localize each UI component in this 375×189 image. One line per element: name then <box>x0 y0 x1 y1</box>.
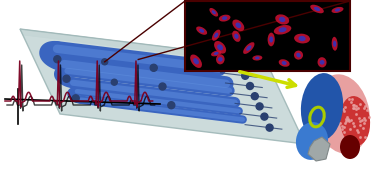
Ellipse shape <box>294 34 310 43</box>
Ellipse shape <box>279 27 286 32</box>
Ellipse shape <box>214 41 226 54</box>
Ellipse shape <box>212 30 220 41</box>
Polygon shape <box>20 29 305 144</box>
Ellipse shape <box>246 45 252 51</box>
Ellipse shape <box>294 51 303 60</box>
Ellipse shape <box>279 17 285 22</box>
Ellipse shape <box>199 29 204 33</box>
Ellipse shape <box>340 96 370 146</box>
Ellipse shape <box>332 37 338 51</box>
Circle shape <box>72 95 79 102</box>
Ellipse shape <box>190 54 202 68</box>
Ellipse shape <box>296 122 328 160</box>
Polygon shape <box>308 137 330 161</box>
Ellipse shape <box>340 135 360 159</box>
Ellipse shape <box>298 36 306 41</box>
Ellipse shape <box>216 54 225 64</box>
Ellipse shape <box>314 74 370 154</box>
Ellipse shape <box>243 42 255 54</box>
Ellipse shape <box>211 50 222 56</box>
Ellipse shape <box>318 57 327 67</box>
Ellipse shape <box>212 10 216 14</box>
Ellipse shape <box>232 19 244 31</box>
Ellipse shape <box>236 22 241 28</box>
Circle shape <box>256 103 263 110</box>
Ellipse shape <box>196 26 207 35</box>
Ellipse shape <box>274 25 291 35</box>
Ellipse shape <box>320 60 324 65</box>
Ellipse shape <box>214 33 218 38</box>
Ellipse shape <box>209 8 218 17</box>
Ellipse shape <box>222 16 227 20</box>
Circle shape <box>168 102 175 109</box>
Ellipse shape <box>275 14 289 25</box>
Ellipse shape <box>268 33 275 46</box>
Ellipse shape <box>255 57 260 59</box>
Ellipse shape <box>301 73 343 141</box>
Circle shape <box>150 64 157 71</box>
Circle shape <box>159 83 166 90</box>
Circle shape <box>261 113 268 120</box>
Polygon shape <box>20 29 268 65</box>
Ellipse shape <box>219 15 231 22</box>
Circle shape <box>151 65 157 71</box>
Ellipse shape <box>279 59 290 67</box>
Ellipse shape <box>335 8 340 12</box>
Circle shape <box>246 83 254 90</box>
Circle shape <box>54 56 61 63</box>
Circle shape <box>242 72 249 79</box>
Bar <box>185 1 350 71</box>
Circle shape <box>111 79 117 85</box>
Ellipse shape <box>269 36 273 43</box>
Ellipse shape <box>232 31 241 42</box>
Ellipse shape <box>296 53 301 57</box>
Ellipse shape <box>234 34 238 39</box>
Ellipse shape <box>332 7 344 13</box>
Ellipse shape <box>193 58 199 64</box>
Circle shape <box>102 59 108 65</box>
Ellipse shape <box>217 44 223 50</box>
Circle shape <box>266 124 273 131</box>
Ellipse shape <box>282 61 286 65</box>
Ellipse shape <box>218 57 223 62</box>
Ellipse shape <box>252 55 262 60</box>
Ellipse shape <box>314 7 320 11</box>
Ellipse shape <box>214 52 219 55</box>
Ellipse shape <box>333 41 336 47</box>
Circle shape <box>251 93 258 100</box>
Ellipse shape <box>310 5 324 13</box>
Circle shape <box>63 75 70 82</box>
